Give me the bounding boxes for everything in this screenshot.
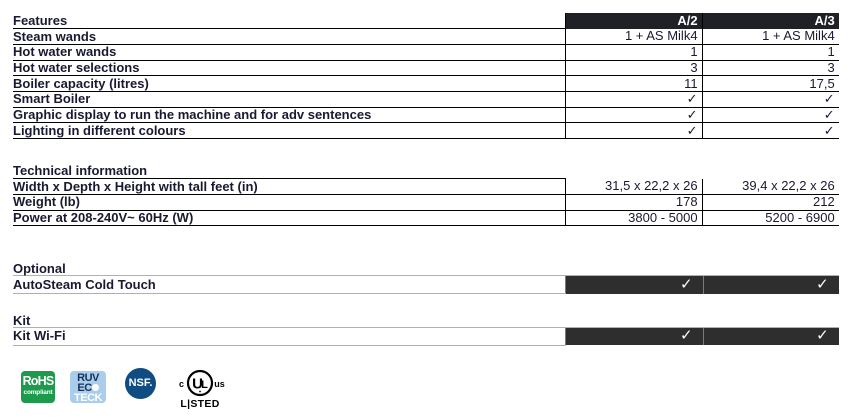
svg-text:L|STED: L|STED (180, 398, 219, 410)
svg-text:us: us (214, 379, 225, 389)
svg-text:c: c (179, 379, 184, 389)
svg-text:L: L (201, 379, 208, 391)
